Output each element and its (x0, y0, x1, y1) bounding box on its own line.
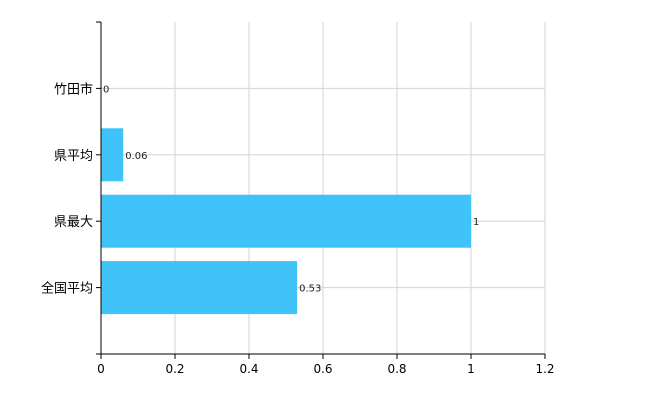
x-tick-label: 1.2 (535, 362, 554, 376)
category-label: 竹田市 (54, 81, 93, 97)
labels: 0 0.2 0.4 0.6 0.8 1 1.2 竹田市 0 県平均 0.06 県最大 1 全国平均 0.53 (41, 81, 555, 376)
data-label: 0 (103, 84, 109, 95)
bar (101, 128, 124, 182)
x-tick-label: 0 (97, 362, 105, 376)
x-tick-label: 0.4 (239, 362, 258, 376)
data-label: 1 (473, 217, 479, 228)
x-tick-label: 0.2 (165, 362, 184, 376)
bars (101, 128, 471, 315)
category-label: 県平均 (54, 149, 93, 164)
x-tick-label: 0.6 (313, 362, 332, 376)
bar (101, 194, 471, 248)
data-label: 0.53 (299, 284, 321, 295)
x-tick-label: 0.8 (387, 362, 406, 376)
bar (101, 261, 298, 315)
data-label: 0.06 (125, 151, 147, 162)
axes (96, 21, 546, 359)
x-tick-label: 1 (467, 362, 475, 376)
category-label: 県最大 (54, 215, 93, 230)
category-label: 全国平均 (41, 281, 93, 297)
